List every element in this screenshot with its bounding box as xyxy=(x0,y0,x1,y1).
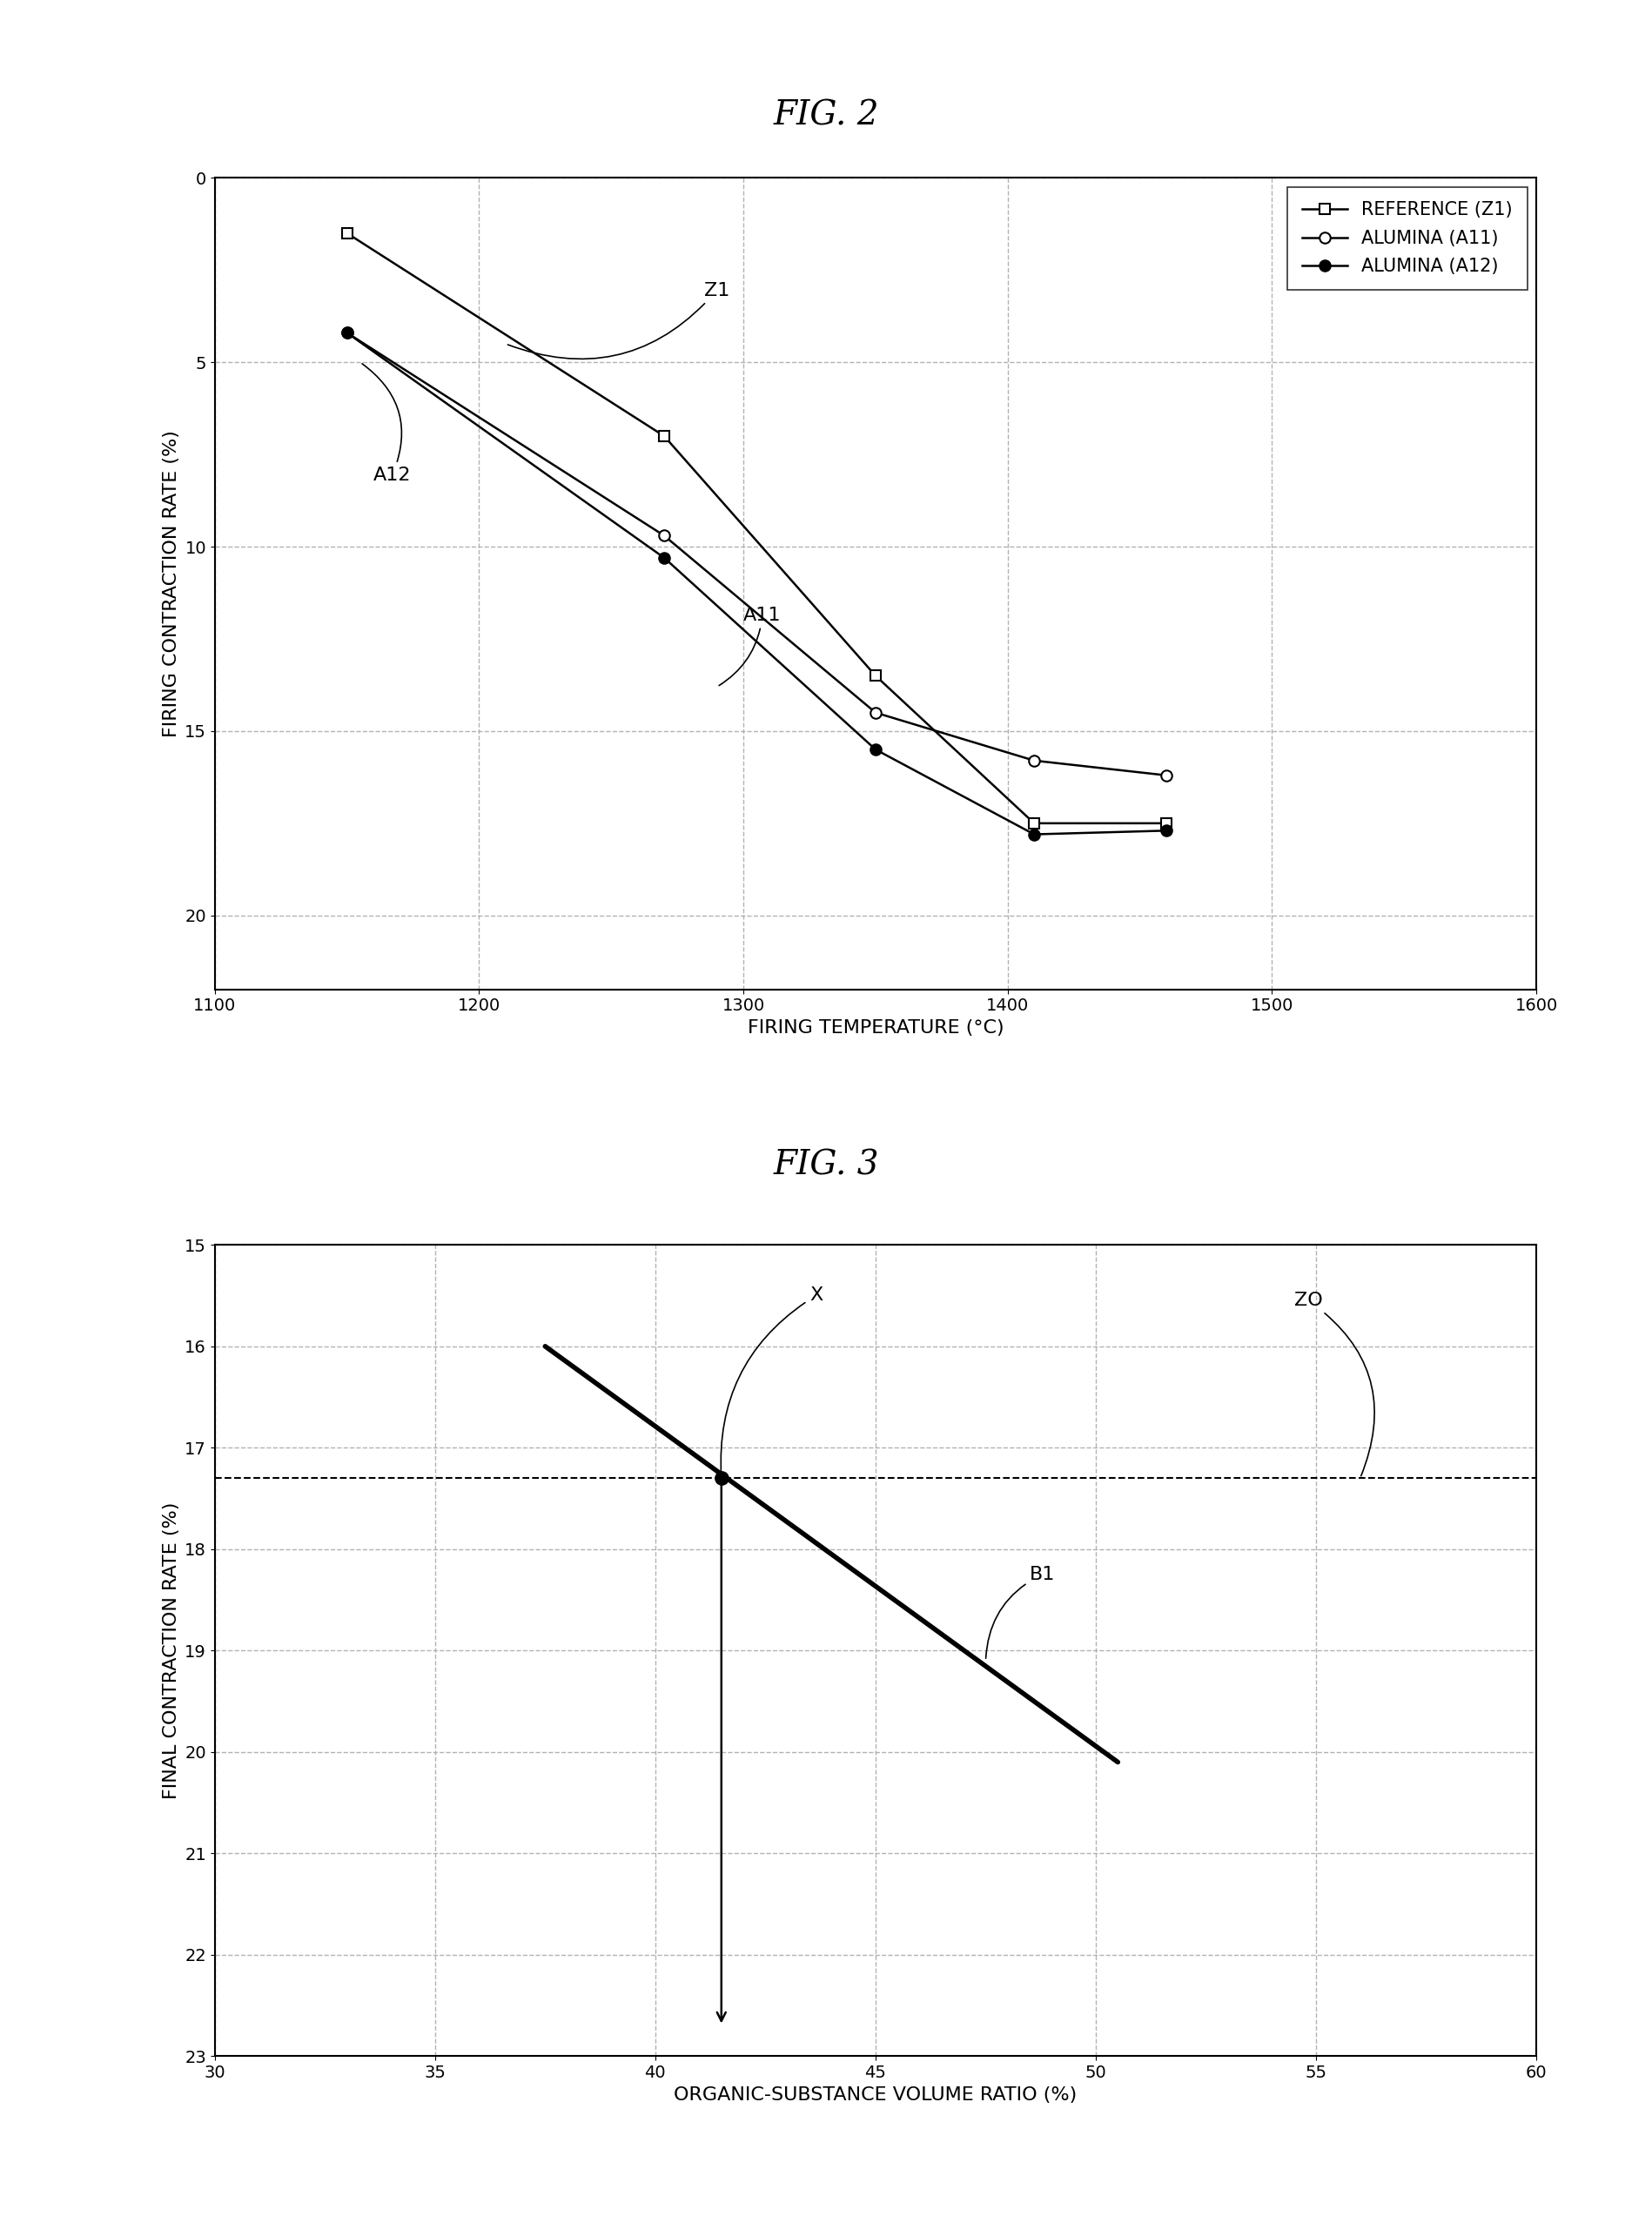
REFERENCE (Z1) xyxy=(337,220,357,247)
ALUMINA (A12) xyxy=(1156,818,1176,845)
Text: A12: A12 xyxy=(362,365,411,485)
REFERENCE (Z1) xyxy=(654,422,674,449)
Line: ALUMINA (A12): ALUMINA (A12) xyxy=(342,327,1171,840)
Legend: REFERENCE (Z1), ALUMINA (A11), ALUMINA (A12): REFERENCE (Z1), ALUMINA (A11), ALUMINA (… xyxy=(1287,187,1528,289)
ALUMINA (A11) xyxy=(1024,747,1044,774)
ALUMINA (A11) xyxy=(654,522,674,549)
Text: Z1: Z1 xyxy=(507,282,729,358)
Text: ZO: ZO xyxy=(1294,1292,1374,1476)
ALUMINA (A11) xyxy=(337,320,357,347)
Y-axis label: FINAL CONTRACTION RATE (%): FINAL CONTRACTION RATE (%) xyxy=(162,1503,180,1798)
ALUMINA (A12) xyxy=(337,320,357,347)
ALUMINA (A12) xyxy=(1024,820,1044,847)
REFERENCE (Z1) xyxy=(866,662,885,689)
ALUMINA (A11) xyxy=(1156,762,1176,789)
ALUMINA (A11) xyxy=(866,700,885,727)
Text: B1: B1 xyxy=(986,1565,1056,1658)
Line: REFERENCE (Z1): REFERENCE (Z1) xyxy=(342,227,1171,829)
ALUMINA (A12) xyxy=(654,545,674,571)
Line: ALUMINA (A11): ALUMINA (A11) xyxy=(342,327,1171,780)
Text: FIG. 3: FIG. 3 xyxy=(773,1149,879,1180)
Text: A11: A11 xyxy=(719,607,781,685)
Y-axis label: FIRING CONTRACTION RATE (%): FIRING CONTRACTION RATE (%) xyxy=(162,429,180,738)
Text: FIG. 2: FIG. 2 xyxy=(773,100,879,131)
REFERENCE (Z1) xyxy=(1156,809,1176,836)
Text: X: X xyxy=(720,1287,823,1476)
X-axis label: ORGANIC-SUBSTANCE VOLUME RATIO (%): ORGANIC-SUBSTANCE VOLUME RATIO (%) xyxy=(674,2085,1077,2103)
ALUMINA (A12) xyxy=(866,736,885,762)
REFERENCE (Z1) xyxy=(1024,809,1044,836)
X-axis label: FIRING TEMPERATURE (°C): FIRING TEMPERATURE (°C) xyxy=(747,1018,1004,1036)
